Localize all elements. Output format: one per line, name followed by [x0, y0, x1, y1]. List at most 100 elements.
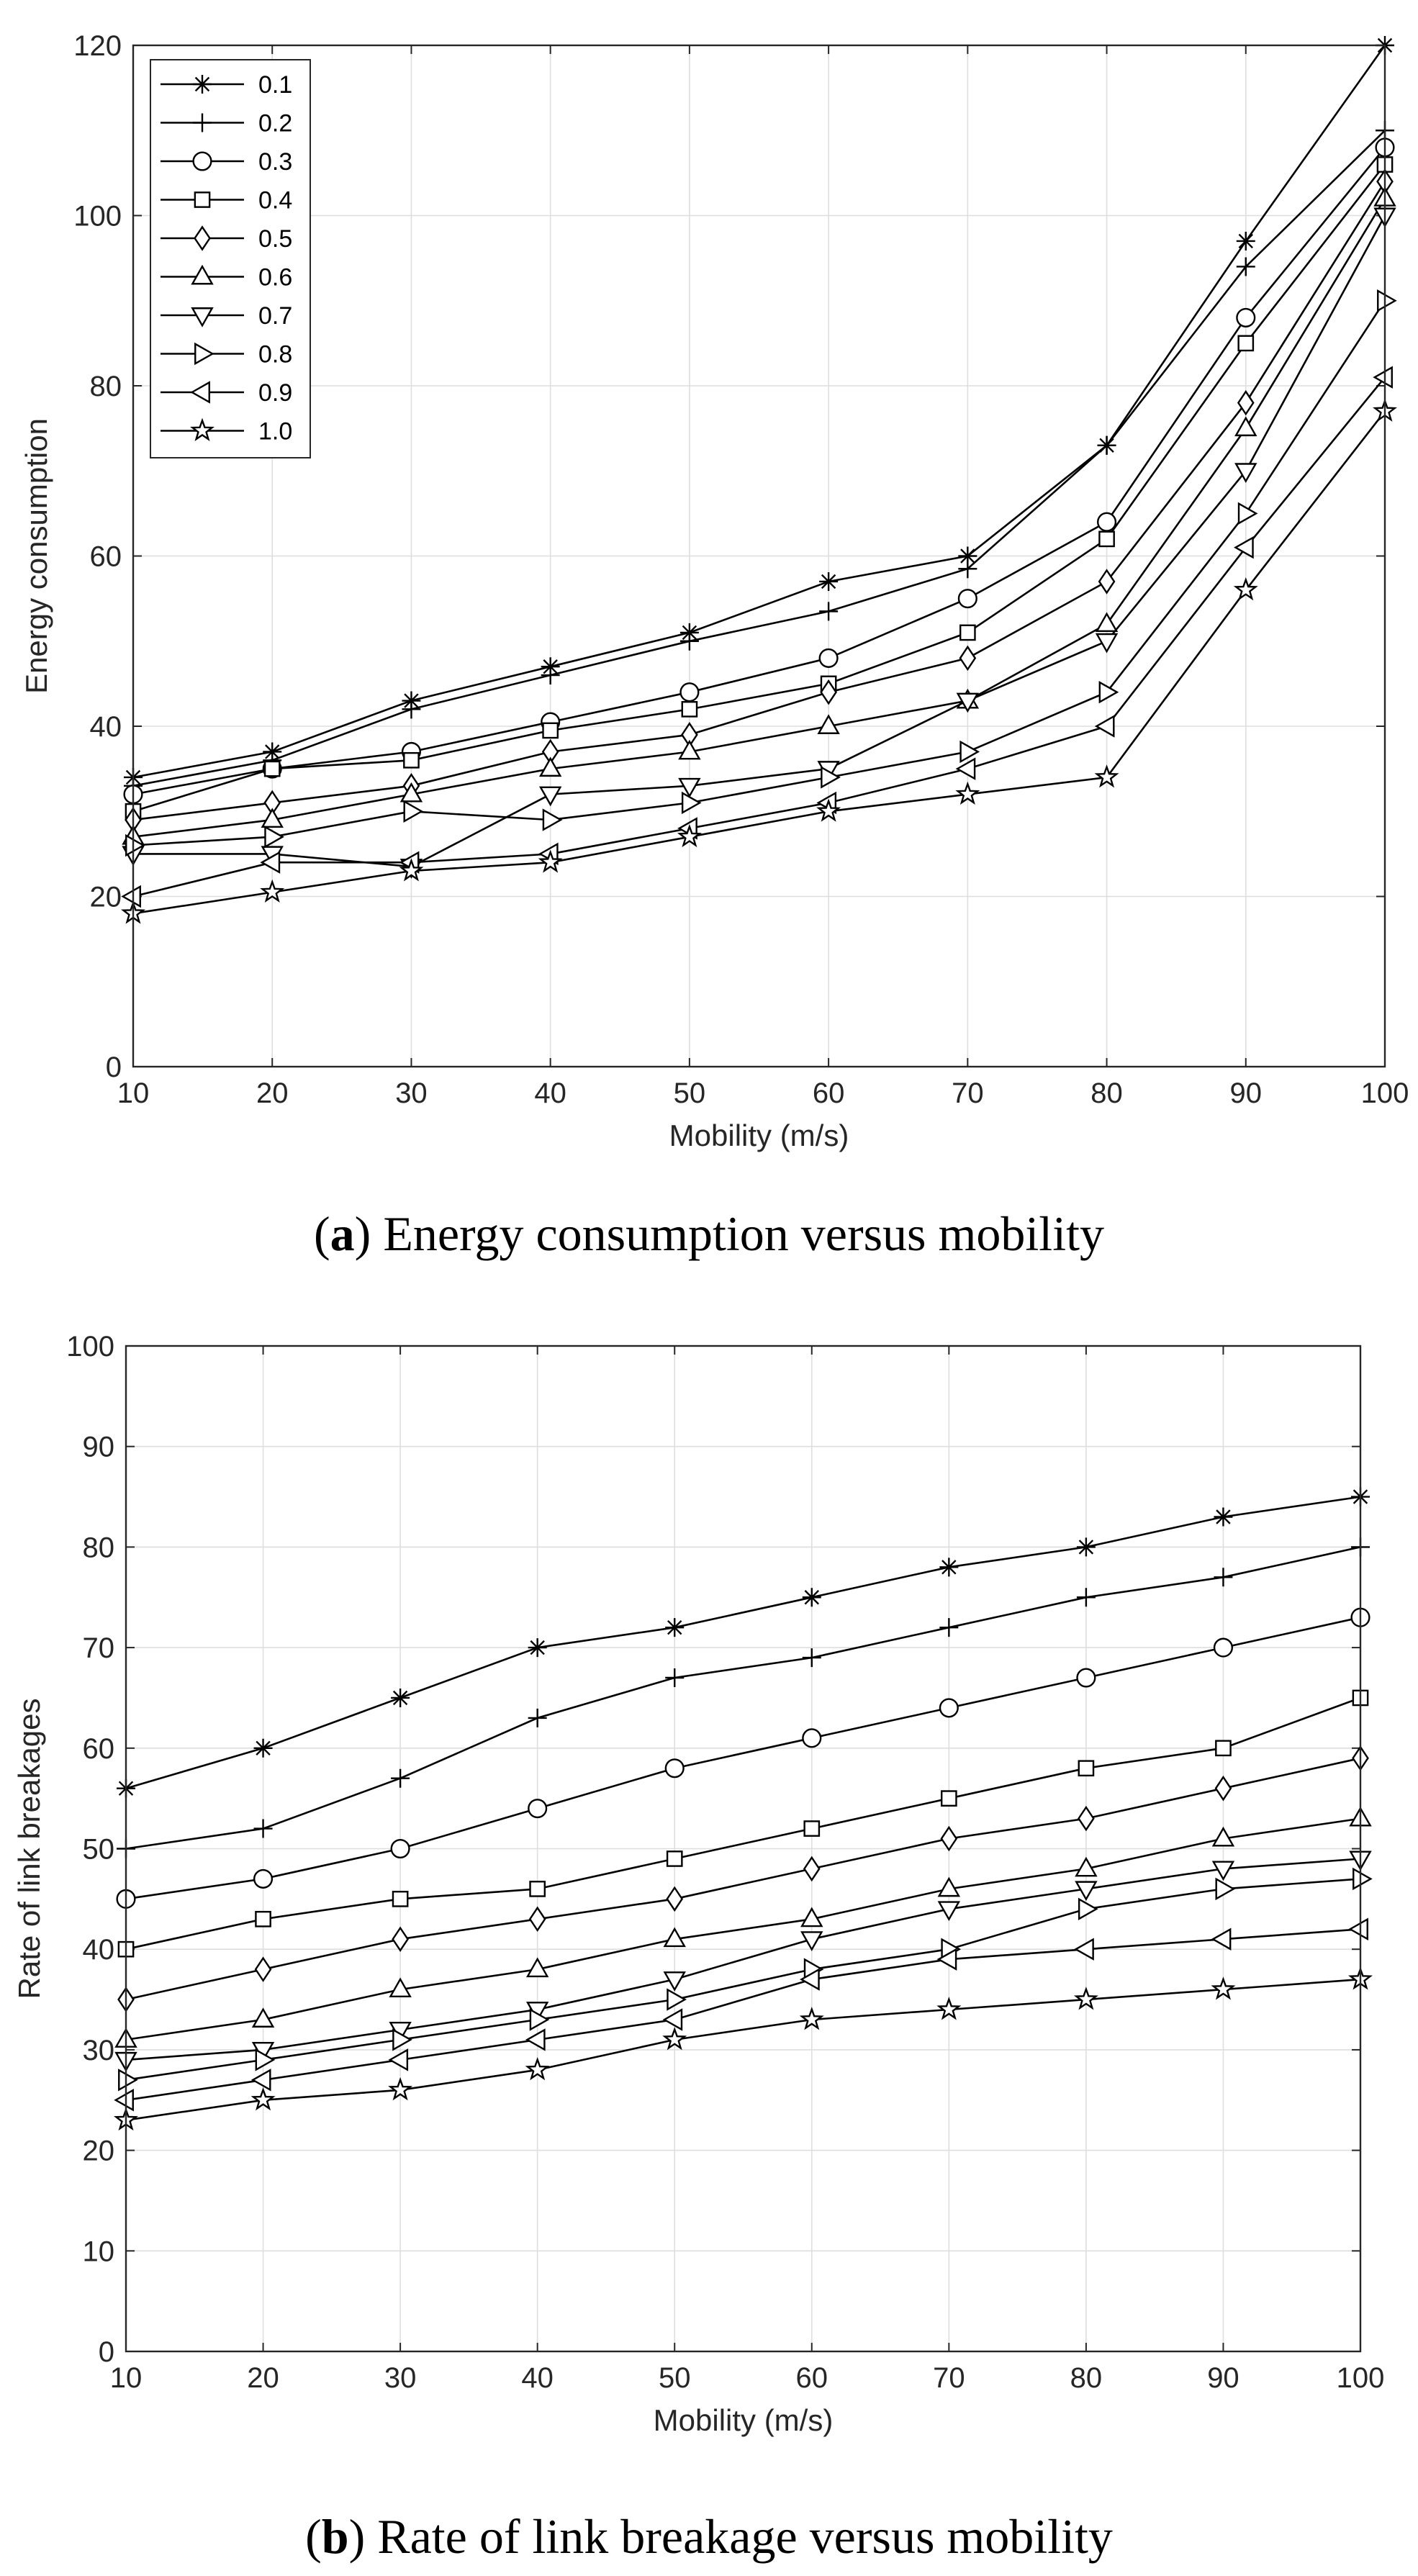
data-point	[402, 700, 421, 719]
data-point	[665, 1618, 685, 1637]
legend-label: 0.2	[258, 110, 292, 137]
data-point	[817, 714, 840, 734]
data-point	[1076, 1668, 1096, 1688]
y-tick-label: 120	[73, 30, 122, 62]
series-0-3	[116, 1607, 1370, 1909]
data-point	[529, 1881, 546, 1897]
series-line	[125, 1978, 1361, 2121]
data-point	[525, 2028, 546, 2051]
data-point	[1348, 1917, 1368, 1940]
data-point	[958, 546, 977, 566]
data-point	[403, 751, 420, 769]
data-point	[1097, 435, 1116, 455]
data-point	[1095, 633, 1119, 654]
data-point	[1097, 512, 1117, 532]
x-tick-label: 40	[521, 2362, 554, 2394]
series-1-0	[121, 398, 1397, 924]
data-point	[679, 631, 699, 651]
data-point	[820, 679, 837, 705]
y-tick-label: 0	[106, 1052, 122, 1083]
data-point	[253, 1819, 273, 1838]
data-point	[936, 1948, 957, 1971]
data-point	[1214, 1507, 1233, 1527]
y-tick-label: 90	[83, 1432, 115, 1463]
data-point	[1237, 335, 1255, 352]
data-point	[250, 2069, 271, 2092]
data-point	[125, 833, 145, 857]
data-point	[665, 1668, 685, 1688]
data-point	[264, 826, 284, 849]
data-point	[1377, 289, 1397, 312]
data-point	[662, 2008, 683, 2031]
legend-marker	[194, 191, 211, 208]
data-point	[1236, 231, 1255, 250]
data-point	[939, 1698, 959, 1718]
legend-entry: 0.5	[161, 225, 292, 253]
data-point	[1211, 1861, 1235, 1881]
legend-entry: 0.7	[161, 302, 292, 330]
y-tick-label: 30	[83, 2035, 115, 2066]
data-point	[1211, 1976, 1236, 2000]
caption-a-text: Energy consumption versus mobility	[383, 1206, 1104, 1261]
legend-marker	[192, 151, 212, 171]
legend: 0.1 0.2 0.3 0.4 0.5 0.6 0.7 0.8 0.9 1.0	[150, 59, 311, 458]
series-line	[125, 1496, 1361, 1789]
plot-frame	[132, 44, 1386, 1068]
data-point	[958, 559, 977, 579]
y-tick-label: 100	[66, 1331, 114, 1362]
legend-entry: 0.9	[161, 379, 292, 407]
x-tick-label: 30	[395, 1077, 428, 1109]
legend-label: 0.7	[258, 302, 292, 330]
series-0-9	[114, 1917, 1368, 2112]
data-point	[681, 791, 702, 815]
data-point	[679, 682, 700, 702]
series-line	[125, 1878, 1361, 2082]
series-0-9	[121, 366, 1393, 908]
data-point	[528, 1638, 547, 1658]
series-line	[132, 410, 1386, 915]
data-point	[1076, 1588, 1096, 1607]
series-line	[132, 300, 1386, 846]
data-point	[819, 571, 839, 591]
legend-entry: 0.8	[161, 341, 292, 369]
series-line	[132, 198, 1386, 838]
data-point	[250, 2087, 276, 2111]
y-axis-label: Rate of link breakages	[12, 1699, 46, 1999]
data-point	[1237, 389, 1255, 416]
data-point	[1213, 1637, 1233, 1658]
data-point	[1098, 569, 1116, 595]
x-tick-label: 10	[110, 2362, 143, 2394]
data-point	[1237, 502, 1258, 525]
data-point	[821, 766, 841, 789]
series-line	[125, 1757, 1361, 2001]
y-tick-label: 70	[83, 1632, 115, 1664]
data-point	[819, 602, 839, 621]
data-point	[667, 1988, 687, 2011]
data-point	[528, 1708, 547, 1727]
data-point	[255, 2048, 276, 2071]
data-point	[664, 1758, 685, 1779]
legend-marker	[193, 113, 212, 132]
data-point	[253, 1738, 273, 1758]
data-point	[388, 2048, 409, 2071]
data-point	[818, 648, 839, 668]
caption-b-letter: b	[322, 2509, 349, 2564]
data-point	[956, 692, 980, 713]
series-line	[125, 1616, 1361, 1900]
data-point	[261, 808, 284, 828]
y-tick-label: 80	[83, 1532, 115, 1563]
data-point	[1098, 680, 1119, 704]
data-point	[666, 1886, 684, 1912]
data-point	[399, 858, 424, 882]
data-point	[1236, 307, 1256, 327]
data-point	[392, 1891, 409, 1907]
x-tick-label: 70	[952, 1077, 984, 1109]
data-point	[114, 2089, 134, 2112]
data-point	[803, 1856, 821, 1882]
data-point	[799, 2007, 824, 2030]
data-point	[541, 666, 560, 685]
legend-entry: 0.4	[161, 187, 292, 214]
data-point	[1211, 1826, 1235, 1847]
data-point	[800, 1931, 823, 1951]
ticks	[125, 1345, 1361, 2352]
